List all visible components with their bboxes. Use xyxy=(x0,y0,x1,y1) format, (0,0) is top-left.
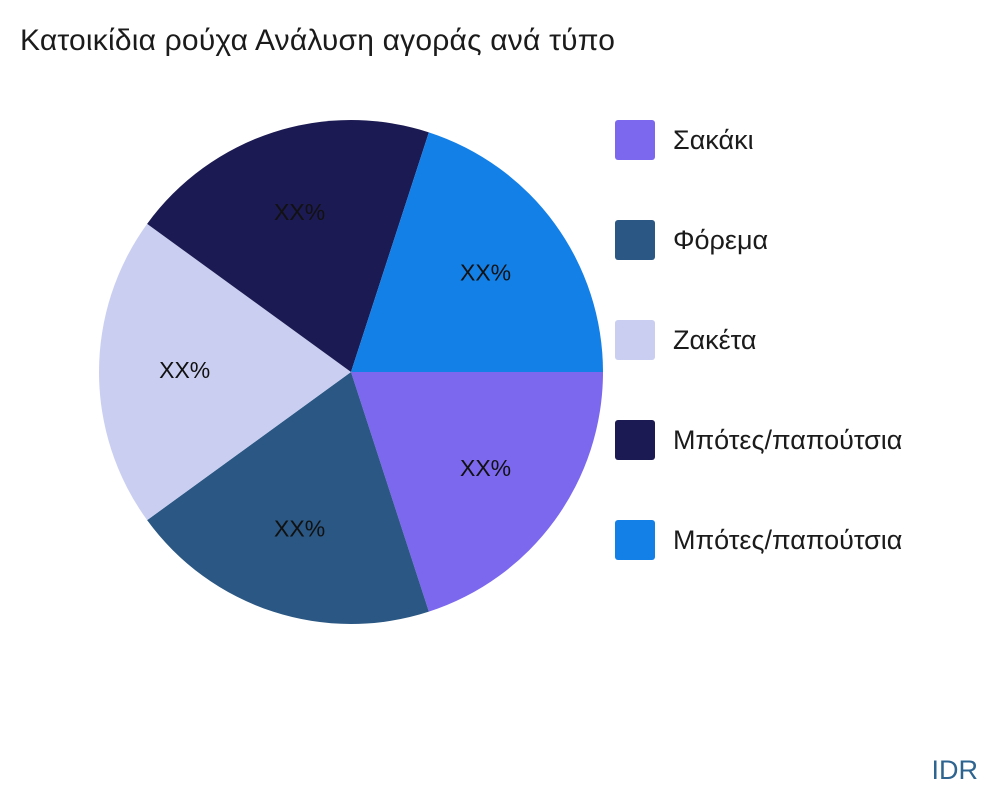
legend-label: Ζακέτα xyxy=(673,324,757,355)
slice-label: XX% xyxy=(159,357,210,383)
legend-label: Φόρεμα xyxy=(673,224,769,255)
legend-item: Φόρεμα xyxy=(615,220,902,260)
legend: Σακάκι Φόρεμα Ζακέτα Μπότες/παπούτσια Μπότες… xyxy=(615,120,902,560)
legend-swatch xyxy=(615,320,655,360)
legend-label: Μπότες/παπούτσια xyxy=(673,424,903,455)
pie-slice xyxy=(147,119,429,372)
legend-item: Σακάκι xyxy=(615,120,902,160)
pie-slice xyxy=(351,372,603,612)
pie-slice xyxy=(351,132,603,372)
slice-label: XX% xyxy=(460,455,511,481)
legend-swatch xyxy=(615,520,655,560)
slice-label: XX% xyxy=(274,515,325,541)
legend-item: Μπότες/παπούτσια xyxy=(615,520,902,560)
legend-item: Μπότες/παπούτσια xyxy=(615,420,902,460)
legend-swatch xyxy=(615,420,655,460)
pie-slice xyxy=(99,223,351,521)
pie-slice xyxy=(147,372,429,625)
legend-swatch xyxy=(615,120,655,160)
currency-label: IDR xyxy=(931,755,979,785)
legend-swatch xyxy=(615,220,655,260)
legend-label: Μπότες/παπούτσια xyxy=(673,524,903,555)
legend-label: Σακάκι xyxy=(673,124,754,155)
slice-label: XX% xyxy=(274,199,325,225)
pie-chart: XX% XX% XX% XX% XX% xyxy=(99,119,603,625)
legend-item: Ζακέτα xyxy=(615,320,902,360)
chart-title: Κατοικίδια ρούχα Ανάλυση αγοράς ανά τύπο xyxy=(20,24,616,57)
slice-label: XX% xyxy=(460,259,511,285)
